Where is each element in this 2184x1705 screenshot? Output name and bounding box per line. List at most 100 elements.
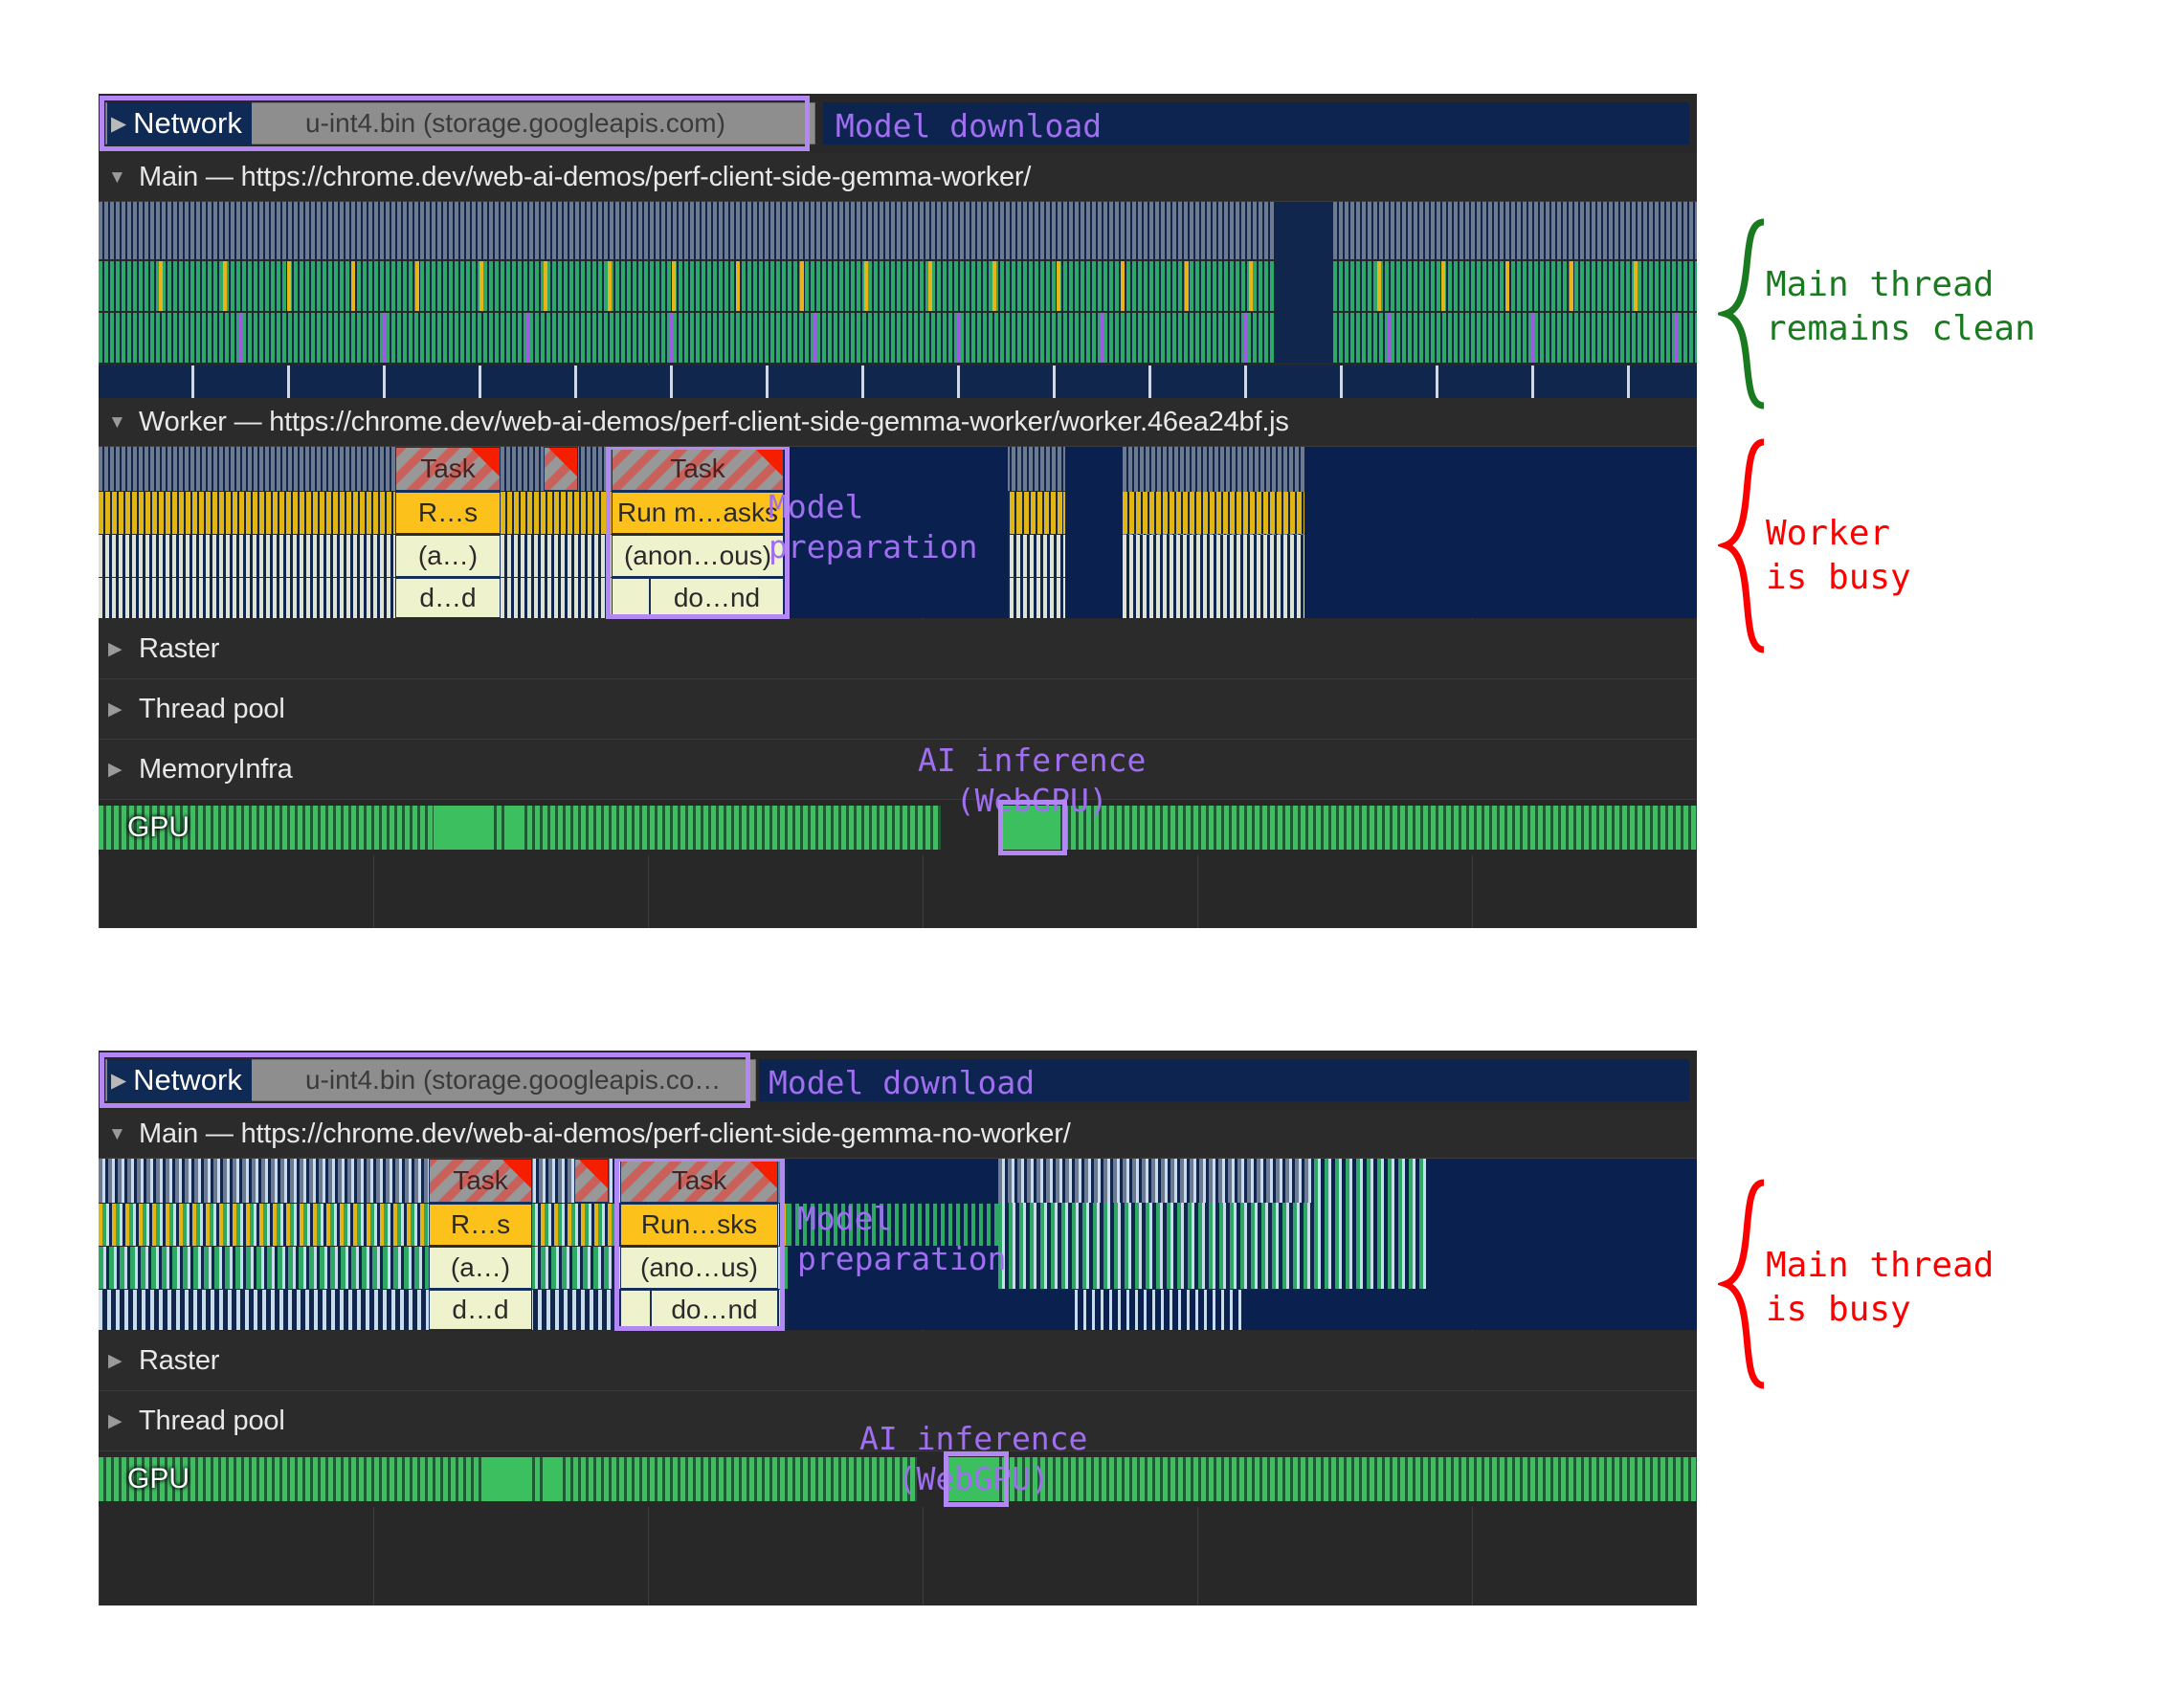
main-thread-clean-brace	[1718, 218, 1765, 410]
gpu-solid-block-2	[505, 806, 521, 850]
expand-triangle-icon: ▶	[108, 759, 123, 780]
network-track-row[interactable]: u-int4.bin (storage.googleapis.co… ▶ Net…	[99, 1051, 1697, 1110]
model-download-annotation: Model download	[836, 107, 1103, 144]
main-anon-frame-right[interactable]: (ano…us)	[620, 1247, 778, 1289]
memory-infra-label: MemoryInfra	[139, 753, 293, 785]
gpu-solid-block-1	[481, 1457, 531, 1501]
sidebar-item-raster[interactable]: ▶ Raster	[99, 1331, 1697, 1391]
main-thread-group-header[interactable]: ▼ Main — https://chrome.dev/web-ai-demos…	[99, 1110, 1697, 1159]
main-right-row1-region	[998, 1159, 1314, 1203]
gpu-solid-block-2	[546, 1457, 562, 1501]
sidebar-item-memory-infra[interactable]: ▶ MemoryInfra	[99, 740, 1697, 800]
collapse-triangle-icon: ▼	[108, 411, 126, 432]
gpu-solid-block-1	[434, 806, 491, 850]
worker-busy-region-right	[1017, 492, 1063, 534]
main-run-frame-left[interactable]: R…s	[429, 1204, 532, 1246]
worker-run-frame-left[interactable]: R…s	[395, 492, 501, 534]
ai-inference-annotation: AI inference (WebGPU)	[918, 742, 1147, 820]
worker-busy-yellow-far-right	[1123, 492, 1304, 534]
gpu-idle-gap	[917, 1457, 946, 1501]
worker-run-frame-right[interactable]: Run m…asks	[612, 492, 784, 534]
model-preparation-annotation: Model preparation	[797, 1200, 1007, 1278]
main-thread-busy-brace	[1718, 1179, 1765, 1389]
worker-anon-frame-left[interactable]: (a…)	[395, 535, 501, 577]
sidebar-item-thread-pool[interactable]: ▶ Thread pool	[99, 1391, 1697, 1451]
network-track-row[interactable]: u-int4.bin (storage.googleapis.com) ▶ Ne…	[99, 94, 1697, 153]
main-sparse-marks	[99, 365, 1697, 398]
main-thread-busy-annotation: Main thread is busy	[1766, 1246, 1995, 1330]
main-anon-frame-left[interactable]: (a…)	[429, 1247, 532, 1289]
model-download-annotation: Model download	[769, 1064, 1036, 1101]
main-task-frame-right[interactable]: Task	[620, 1159, 778, 1203]
thread-pool-label: Thread pool	[139, 1405, 285, 1436]
main-tail-busy	[1314, 1159, 1429, 1289]
main-download-frame-left[interactable]: d…d	[429, 1290, 532, 1330]
thread-pool-label: Thread pool	[139, 693, 285, 724]
sidebar-item-raster[interactable]: ▶ Raster	[99, 619, 1697, 679]
worker-download-frame-left[interactable]: d…d	[395, 578, 501, 618]
worker-download-frame-right-pad	[612, 578, 650, 618]
collapse-triangle-icon: ▼	[108, 1123, 126, 1144]
gpu-idle-gap	[941, 806, 1002, 850]
main-thread-flame-track[interactable]	[99, 202, 1697, 365]
main-row-1-stripes	[99, 202, 1697, 259]
main-model-prep-green-strip	[788, 1204, 998, 1246]
timeline-panel-no-worker: u-int4.bin (storage.googleapis.co… ▶ Net…	[99, 1051, 1697, 1605]
worker-flame-track[interactable]: Task R…s (a…) d…d Task Run m…asks (anon……	[99, 447, 1697, 619]
sidebar-item-thread-pool[interactable]: ▶ Thread pool	[99, 679, 1697, 740]
gpu-inference-block	[1006, 806, 1059, 850]
gpu-track-row[interactable]: GPU	[99, 800, 1697, 855]
network-group-label: Network	[133, 106, 242, 140]
main-thread-header-label: Main — https://chrome.dev/web-ai-demos/p…	[139, 161, 1032, 192]
worker-busy-cream-far-right	[1123, 535, 1304, 618]
gpu-label: GPU	[127, 811, 190, 843]
expand-triangle-icon: ▶	[111, 1069, 127, 1092]
gpu-track-row[interactable]: GPU	[99, 1451, 1697, 1507]
worker-idle-region-2	[1065, 447, 1123, 618]
main-thread-sparse-track	[99, 365, 1697, 398]
network-group-toggle[interactable]: ▶ Network	[107, 102, 252, 144]
main-run-frame-right[interactable]: Run…sks	[620, 1204, 778, 1246]
network-download-bar	[759, 1059, 1689, 1101]
main-row-3-accents	[99, 313, 1697, 363]
main-gap-region	[1276, 202, 1333, 363]
main-right-row4-marks	[1075, 1290, 1247, 1330]
network-group-label: Network	[133, 1063, 242, 1096]
main-thread-clean-annotation: Main thread remains clean	[1766, 265, 2036, 349]
raster-label: Raster	[139, 632, 220, 664]
network-group-toggle[interactable]: ▶ Network	[107, 1059, 252, 1101]
worker-download-frame-right[interactable]: do…nd	[650, 578, 784, 618]
timeline-panel-worker: u-int4.bin (storage.googleapis.com) ▶ Ne…	[99, 94, 1697, 928]
main-thread-flame-track[interactable]: Task R…s (a…) d…d Task Run…sks (ano…us) …	[99, 1159, 1697, 1331]
worker-busy-annotation: Worker is busy	[1766, 514, 1911, 598]
expand-triangle-icon: ▶	[111, 112, 127, 135]
main-download-frame-right-pad	[620, 1290, 651, 1330]
worker-header-label: Worker — https://chrome.dev/web-ai-demos…	[139, 406, 1289, 437]
gpu-activity-stripes	[99, 806, 1697, 850]
network-download-bar	[823, 102, 1689, 144]
worker-task-frame-mid[interactable]	[544, 447, 578, 491]
worker-tail-region	[1304, 447, 1697, 618]
raster-label: Raster	[139, 1344, 220, 1376]
network-request-label: u-int4.bin (storage.googleapis.co…	[305, 1065, 722, 1095]
ai-inference-annotation: AI inference (WebGPU)	[859, 1420, 1088, 1498]
main-task-frame-mid[interactable]	[574, 1159, 609, 1203]
gpu-label: GPU	[127, 1463, 190, 1495]
main-task-frame-left[interactable]: Task	[429, 1159, 532, 1203]
collapse-triangle-icon: ▼	[108, 166, 126, 188]
main-row-2-accents	[99, 261, 1697, 311]
worker-task-frame-left[interactable]: Task	[395, 447, 501, 491]
main-thread-header-label: Main — https://chrome.dev/web-ai-demos/p…	[139, 1118, 1071, 1149]
worker-model-prep-region	[759, 447, 1008, 618]
worker-group-header[interactable]: ▼ Worker — https://chrome.dev/web-ai-dem…	[99, 398, 1697, 447]
main-download-frame-right[interactable]: do…nd	[651, 1290, 778, 1330]
gpu-inference-block	[950, 1457, 998, 1501]
gpu-activity-stripes	[99, 1457, 1697, 1501]
expand-triangle-icon: ▶	[108, 1350, 123, 1371]
expand-triangle-icon: ▶	[108, 698, 123, 720]
main-thread-group-header[interactable]: ▼ Main — https://chrome.dev/web-ai-demos…	[99, 153, 1697, 202]
expand-triangle-icon: ▶	[108, 1410, 123, 1431]
worker-busy-brace	[1718, 438, 1765, 653]
worker-task-frame-right[interactable]: Task	[612, 447, 784, 491]
worker-anon-frame-right[interactable]: (anon…ous)	[612, 535, 784, 577]
